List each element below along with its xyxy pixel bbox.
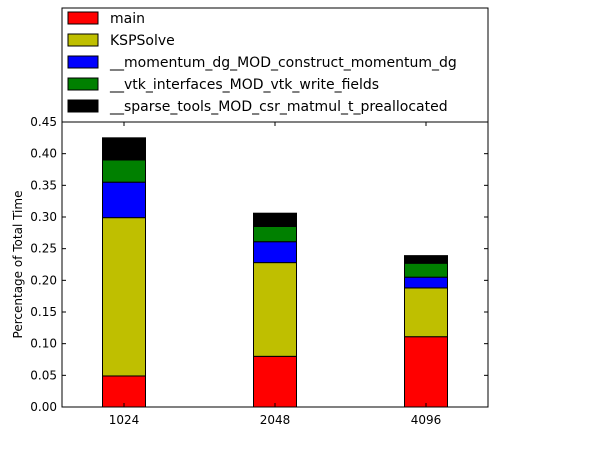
legend: main KSPSolve __momentum_dg_MOD_construct_… [61,7,489,123]
bar-segment [404,336,448,408]
x-axis: 1024 2048 4096 [109,122,442,427]
legend-label: main [110,11,145,27]
legend-swatch [67,77,99,91]
bar-segment [102,375,146,408]
y-tick-label: 0.00 [30,400,57,414]
legend-label: __momentum_dg_MOD_construct_momentum_dg [109,55,457,71]
y-tick-label: 0.15 [30,305,57,319]
bar-segment [102,181,146,219]
bar-segment [404,262,448,278]
y-axis-label: Percentage of Total Time [11,191,25,339]
legend-swatch [67,33,99,47]
x-tick-label: 2048 [260,413,291,427]
bar-segment [404,276,448,289]
y-tick-label: 0.35 [30,178,57,192]
bar-segment [102,159,146,183]
bar-segment [404,255,448,264]
x-tick-label: 1024 [109,413,140,427]
y-tick-label: 0.05 [30,368,57,382]
legend-swatch [67,99,99,113]
bar-segment [253,355,297,408]
legend-box [61,7,489,123]
legend-label: __sparse_tools_MOD_csr_matmul_t_prealloc… [109,99,448,115]
bar-segment [253,262,297,357]
y-axis: 0.00 0.05 0.10 0.15 0.20 0.25 0.30 0.35 0.40 0.45 [30,115,488,414]
legend-label: KSPSolve [110,33,175,49]
y-tick-label: 0.25 [30,242,57,256]
legend-swatch [67,11,99,25]
y-tick-label: 0.10 [30,337,57,351]
x-tick-label: 4096 [411,413,442,427]
bar-segment [102,217,146,377]
y-tick-label: 0.30 [30,210,57,224]
bars-group [102,137,448,408]
y-tick-label: 0.40 [30,147,57,161]
y-tick-label: 0.20 [30,273,57,287]
bar-segment [102,137,146,161]
legend-swatch [67,55,99,69]
bar-segment [253,212,297,227]
bar-segment [404,287,448,338]
legend-label: __vtk_interfaces_MOD_vtk_write_fields [109,77,379,93]
y-tick-label: 0.45 [30,115,57,129]
bar-segment [253,226,297,243]
bar-segment [253,241,297,264]
